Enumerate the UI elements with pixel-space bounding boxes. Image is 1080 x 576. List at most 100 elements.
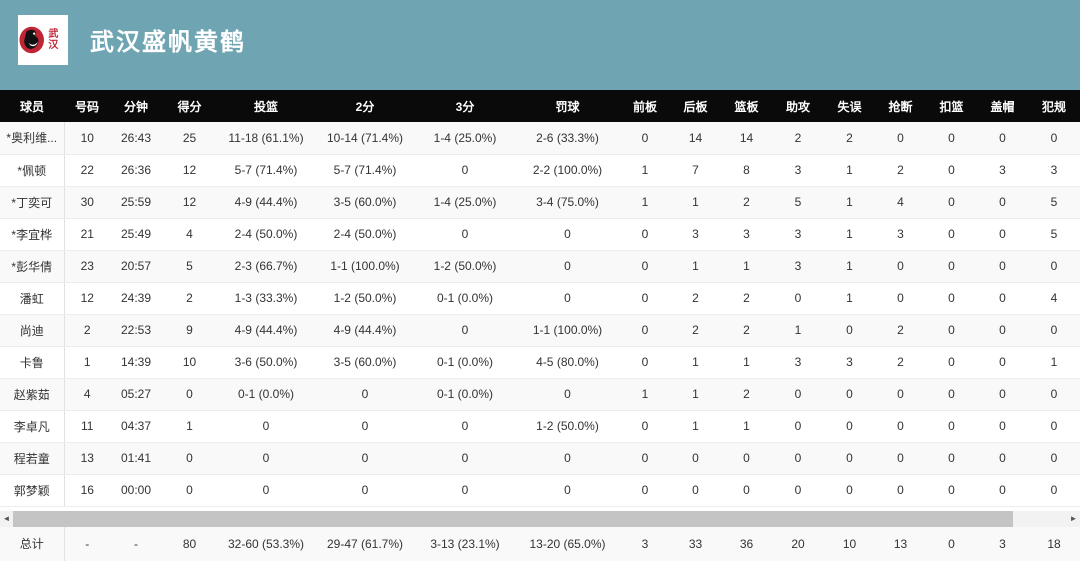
stat-cell: 1: [824, 218, 875, 251]
column-header-16: 犯规: [1028, 90, 1080, 122]
stat-cell: 0: [515, 282, 620, 315]
stat-cell: 4-9 (44.4%): [217, 186, 315, 219]
stat-cell: 0: [772, 378, 824, 411]
totals-cell: 29-47 (61.7%): [315, 526, 415, 561]
stat-cell: 4: [875, 186, 926, 219]
stat-cell: 0: [721, 442, 772, 475]
table-row: *丁奕可 30 25:59 12 4-9 (44.4%) 3-5 (60.0%) 1-4 (…: [0, 186, 1080, 219]
stat-cell: 1: [772, 314, 824, 347]
stat-cell: 3: [824, 346, 875, 379]
team-logo-text: 武汉: [48, 29, 59, 51]
stat-cell: 2-2 (100.0%): [515, 154, 620, 187]
stat-cell: 0: [620, 314, 670, 347]
stat-cell: 0: [670, 442, 721, 475]
stat-cell: 23: [64, 250, 110, 283]
player-name: 赵紫茹: [0, 378, 65, 411]
stat-cell: 1-1 (100.0%): [515, 314, 620, 347]
table-row: *奥利维... 10 26:43 25 11-18 (61.1%) 10-14 (71.4…: [0, 122, 1080, 155]
stat-cell: 10-14 (71.4%): [315, 122, 415, 155]
totals-cell: 18: [1028, 526, 1080, 561]
table-row: 程若童 13 01:41 0 0 0 0 0 0 0 0 0 0 0 0 0 0: [0, 442, 1080, 475]
stat-cell: 4-9 (44.4%): [315, 314, 415, 347]
stat-cell: 1: [670, 410, 721, 443]
column-header-2: 分钟: [110, 90, 162, 122]
stat-cell: 2-4 (50.0%): [315, 218, 415, 251]
stat-cell: 2: [721, 282, 772, 315]
stat-cell: 0: [1028, 122, 1080, 155]
stat-cell: 2: [64, 314, 110, 347]
scroll-right-arrow-icon[interactable]: ►: [1067, 510, 1080, 527]
column-header-5: 2分: [315, 90, 415, 122]
totals-cell: 3: [977, 526, 1028, 561]
stat-cell: 0: [515, 378, 620, 411]
column-header-13: 抢断: [875, 90, 926, 122]
stat-cell: 14: [670, 122, 721, 155]
stat-cell: 1: [620, 154, 670, 187]
stat-cell: 0: [926, 122, 977, 155]
stat-cell: 05:27: [110, 378, 162, 411]
scrollbar-thumb[interactable]: [13, 510, 1013, 527]
stat-cell: 0: [315, 378, 415, 411]
stat-cell: 0: [1028, 442, 1080, 475]
stat-cell: 0: [620, 442, 670, 475]
stat-cell: 0: [620, 474, 670, 507]
table-row: 李卓凡 11 04:37 1 0 0 0 1-2 (50.0%) 0 1 1 0 0 0 0 0 0: [0, 410, 1080, 443]
stat-cell: 2: [875, 314, 926, 347]
stat-cell: 0: [415, 218, 515, 251]
stat-cell: 2-4 (50.0%): [217, 218, 315, 251]
stat-cell: 0-1 (0.0%): [415, 378, 515, 411]
stat-cell: 0: [620, 122, 670, 155]
stat-cell: 0: [926, 186, 977, 219]
stat-cell: 0: [875, 282, 926, 315]
player-name: 潘虹: [0, 282, 65, 315]
stat-cell: 1: [670, 250, 721, 283]
horizontal-scrollbar[interactable]: ◄ ►: [0, 510, 1080, 527]
stat-cell: 30: [64, 186, 110, 219]
stat-cell: 2: [670, 314, 721, 347]
stat-cell: 0: [875, 250, 926, 283]
stat-cell: 2: [670, 282, 721, 315]
stat-cell: 21: [64, 218, 110, 251]
stat-cell: 1-4 (25.0%): [415, 122, 515, 155]
table-row: 卡鲁 1 14:39 10 3-6 (50.0%) 3-5 (60.0%) 0-1 (0.0…: [0, 346, 1080, 379]
totals-table: 总计 - -80 32-60 (53.3%) 29-47 (61.7%) 3-13 (23…: [0, 526, 1080, 561]
player-name: *丁奕可: [0, 186, 65, 219]
stat-cell: 1-3 (33.3%): [217, 282, 315, 315]
table-row: 郭梦颖 16 00:00 0 0 0 0 0 0 0 0 0 0 0 0 0 0: [0, 474, 1080, 507]
table-row: 赵紫茹 4 05:27 0 0-1 (0.0%) 0 0-1 (0.0%) 0 1 1 2 0 0 0 0 0…: [0, 378, 1080, 411]
stat-cell: 11-18 (61.1%): [217, 122, 315, 155]
stat-cell: 25: [162, 122, 217, 155]
stat-cell: 1: [824, 282, 875, 315]
totals-cell: -: [64, 526, 110, 561]
stat-cell: 0: [926, 154, 977, 187]
stat-cell: 3-5 (60.0%): [315, 346, 415, 379]
totals-cell: -: [110, 526, 162, 561]
stat-cell: 2: [721, 378, 772, 411]
stat-cell: 3: [670, 218, 721, 251]
stat-cell: 5: [772, 186, 824, 219]
stat-cell: 0: [926, 442, 977, 475]
player-name: *李宜桦: [0, 218, 65, 251]
stat-cell: 3-5 (60.0%): [315, 186, 415, 219]
stat-cell: 0: [824, 410, 875, 443]
stat-cell: 26:36: [110, 154, 162, 187]
stat-cell: 3: [721, 218, 772, 251]
stat-cell: 0: [217, 442, 315, 475]
stat-cell: 0: [977, 346, 1028, 379]
stat-cell: 1: [721, 410, 772, 443]
stat-cell: 0-1 (0.0%): [217, 378, 315, 411]
stat-cell: 0: [1028, 410, 1080, 443]
stat-cell: 1-2 (50.0%): [315, 282, 415, 315]
stat-cell: 0: [620, 410, 670, 443]
stat-cell: 0: [415, 154, 515, 187]
stat-cell: 0: [926, 250, 977, 283]
stat-cell: 2: [772, 122, 824, 155]
stat-cell: 0: [772, 442, 824, 475]
stat-cell: 0: [515, 442, 620, 475]
stat-cell: 2-6 (33.3%): [515, 122, 620, 155]
stat-cell: 0: [315, 442, 415, 475]
stat-cell: 04:37: [110, 410, 162, 443]
player-name: 郭梦颖: [0, 474, 65, 507]
stat-cell: 0: [315, 410, 415, 443]
scroll-left-arrow-icon[interactable]: ◄: [0, 510, 13, 527]
